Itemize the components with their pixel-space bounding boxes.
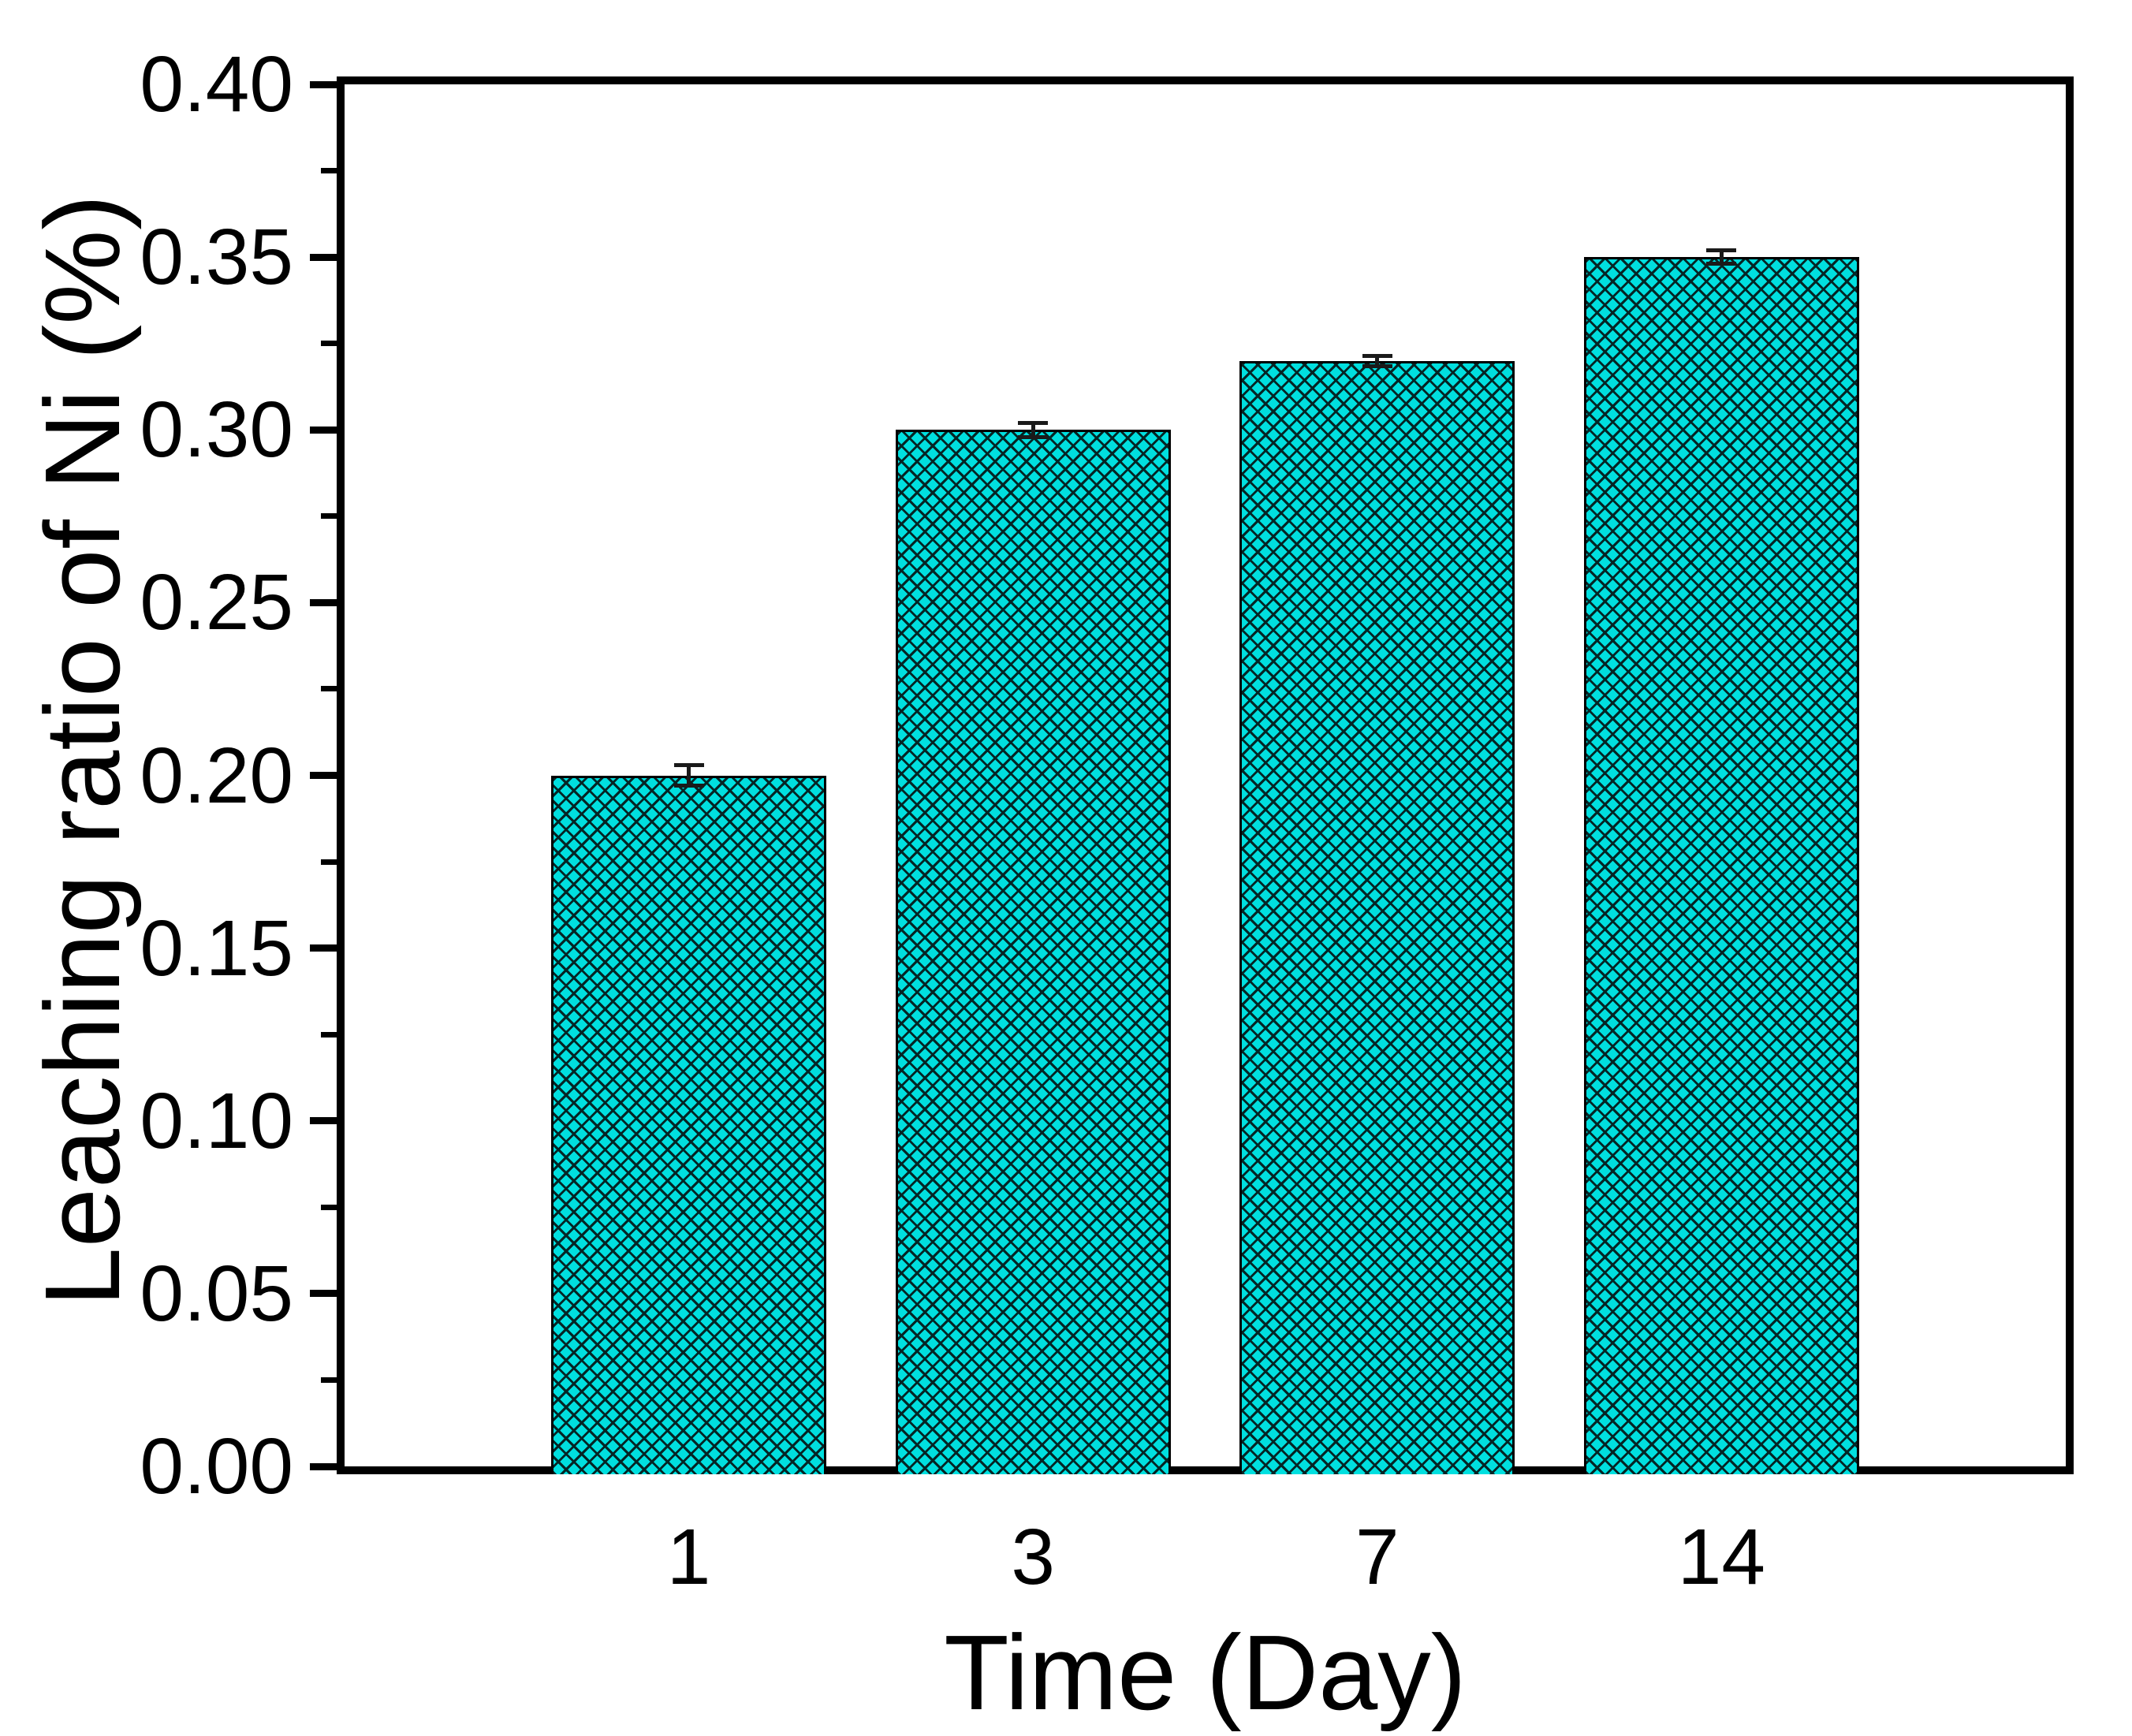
y-minor-tick <box>321 168 337 174</box>
y-major-tick <box>310 253 337 261</box>
y-major-tick <box>310 1290 337 1298</box>
y-major-tick <box>310 772 337 779</box>
plot-area <box>337 76 2074 1474</box>
y-tick-label: 0.00 <box>140 1422 293 1511</box>
x-tick-label: 7 <box>1355 1513 1400 1601</box>
x-tick-label: 3 <box>1011 1513 1055 1601</box>
bar <box>1239 360 1515 1474</box>
y-major-tick <box>310 598 337 606</box>
y-tick-label: 0.40 <box>140 40 293 129</box>
bar <box>1583 257 1860 1474</box>
y-minor-tick <box>321 1031 337 1038</box>
x-tick-label: 1 <box>666 1513 711 1601</box>
y-axis-title: Leaching ratio of Ni (%) <box>23 194 142 1307</box>
bar <box>895 430 1171 1474</box>
y-minor-tick <box>321 513 337 520</box>
y-major-tick <box>310 944 337 952</box>
y-major-tick <box>310 1117 337 1125</box>
y-major-tick <box>310 426 337 434</box>
y-minor-tick <box>321 1204 337 1210</box>
y-major-tick <box>310 80 337 88</box>
y-minor-tick <box>321 686 337 692</box>
y-minor-tick <box>321 341 337 347</box>
y-minor-tick <box>321 859 337 865</box>
y-minor-tick <box>321 1377 337 1383</box>
x-tick-label: 14 <box>1677 1513 1765 1601</box>
y-major-tick <box>310 1462 337 1470</box>
bars-layer <box>337 76 2074 1474</box>
x-axis-title: Time (Day) <box>944 1613 1467 1732</box>
bar <box>550 775 827 1474</box>
